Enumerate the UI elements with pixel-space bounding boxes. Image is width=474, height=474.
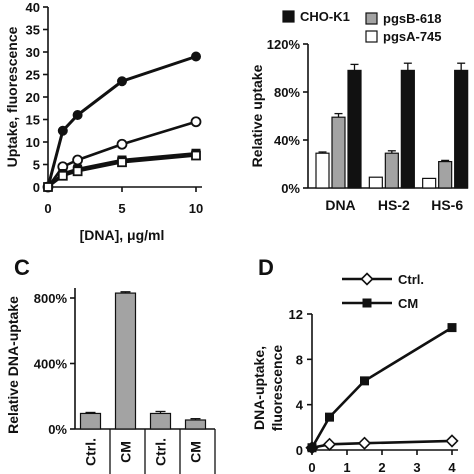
panel-d-legend-label: Ctrl. xyxy=(398,272,424,287)
panel-a-data-point xyxy=(191,150,201,161)
panel-a-y-tick-label: 10 xyxy=(26,135,40,150)
panel-d-x-tick-label: 1 xyxy=(343,460,350,474)
panel-b-category-label: HS-2 xyxy=(378,197,410,213)
panel-b-category-label: HS-6 xyxy=(431,197,463,213)
panel-a-series-line xyxy=(46,55,197,188)
panel-a-data-point xyxy=(191,51,201,62)
panel-c-y-axis-title: Relative DNA-uptake xyxy=(5,296,21,434)
panel-d-x-tick-label: 2 xyxy=(378,460,385,474)
panel-a-y-tick-label: 15 xyxy=(26,113,40,128)
panel-a-x-tick-label: 5 xyxy=(118,201,125,216)
panel-b-y-tick-label: 0% xyxy=(281,181,300,196)
panel-b-y-tick-label: 80% xyxy=(274,85,300,100)
panel-a-data-point xyxy=(57,170,68,181)
panel-a-y-tick-label: 25 xyxy=(26,68,40,83)
panel-c-category-label: Ctrl. xyxy=(153,438,169,466)
panel-b-legend-label: CHO-K1 xyxy=(300,9,350,24)
panel-a-data-point xyxy=(43,182,53,192)
panel-a-x-tick-label: 10 xyxy=(189,201,203,216)
panel-b-bar xyxy=(347,69,362,189)
panel-b-legend-swatch xyxy=(365,12,378,25)
panel-a-data-point xyxy=(72,110,83,120)
panel-d-legend-marker xyxy=(360,272,374,286)
panel-b-bar xyxy=(454,69,469,189)
panel-a-y-tick-label: 30 xyxy=(26,45,40,60)
panel-a-data-point xyxy=(116,138,128,150)
panel-b-y-tick-label: 120% xyxy=(267,37,301,52)
panel-d-data-point xyxy=(307,443,317,453)
panel-b-bar xyxy=(315,152,330,189)
panel-a-data-point xyxy=(117,76,127,87)
panel-c-category-label: CM xyxy=(188,441,204,463)
panel-d-y-tick-label: 4 xyxy=(296,398,304,413)
panel-d-y-tick-label: 0 xyxy=(296,443,303,458)
panel-a-data-point xyxy=(72,154,83,166)
panel-b-bar xyxy=(400,69,415,189)
panel-a-data-point xyxy=(72,166,83,177)
panel-b-legend-swatch xyxy=(282,10,295,23)
panel-c-category-label: CM xyxy=(118,441,134,463)
panel-b-legend-swatch xyxy=(365,30,378,43)
panel-a-y-tick-label: 40 xyxy=(26,0,40,15)
panel-d-y-tick-label: 12 xyxy=(289,307,303,322)
panel-d-data-point xyxy=(325,412,334,422)
panel-a-data-point xyxy=(57,125,68,136)
panel-b-legend-label: pgsB-618 xyxy=(383,11,442,26)
panel-a-x-tick-label: 0 xyxy=(44,201,51,216)
panel-d-data-point xyxy=(357,436,372,450)
panel-b-y-axis-title: Relative uptake xyxy=(249,64,265,167)
panel-d-data-point xyxy=(445,434,459,448)
panel-d-y-axis-title-line1: DNA-uptake, xyxy=(251,346,267,430)
panel-d-series-line xyxy=(310,326,453,449)
panel-c-letter: C xyxy=(14,255,30,280)
panel-c-y-tick-label: 800% xyxy=(34,291,68,306)
panel-d-legend-label: CM xyxy=(398,296,418,311)
panel-c-bar xyxy=(79,412,102,430)
panel-a-y-tick-label: 20 xyxy=(26,90,40,105)
panel-b-bar xyxy=(368,176,383,189)
panel-a-x-axis-title: [DNA], μg/ml xyxy=(80,227,165,243)
panel-a-y-tick-label: 35 xyxy=(26,23,40,38)
panel-c-y-tick-label: 400% xyxy=(34,357,68,372)
panel-d-x-tick-label: 4 xyxy=(448,460,456,474)
panel-b-legend-label: pgsA-745 xyxy=(383,29,442,44)
panel-d-data-point xyxy=(447,323,457,333)
panel-d-legend-marker xyxy=(362,298,372,308)
panel-d-data-point xyxy=(322,437,337,451)
panel-d-x-tick-label: 0 xyxy=(308,460,315,474)
panel-c-y-tick-label: 0% xyxy=(48,422,67,437)
panel-c-bar xyxy=(114,292,137,430)
panel-d-y-tick-label: 8 xyxy=(296,352,303,367)
panel-a-data-point xyxy=(190,116,202,128)
panel-b-bar xyxy=(331,116,346,189)
panel-c-bar xyxy=(184,419,207,430)
panel-d-data-point xyxy=(360,376,369,386)
panel-c-category-label: Ctrl. xyxy=(83,438,99,466)
panel-b-bar xyxy=(438,161,453,189)
panel-b-category-label: DNA xyxy=(325,197,355,213)
panel-b-bar xyxy=(422,177,437,189)
panel-a-y-tick-label: 5 xyxy=(33,158,40,173)
panel-b-y-tick-label: 40% xyxy=(274,133,300,148)
panel-d-letter: D xyxy=(258,255,274,280)
panel-c-bar xyxy=(149,412,172,430)
panel-a-y-axis-title: Uptake, fluorescence xyxy=(4,26,20,167)
panel-a-y-tick-label: 0 xyxy=(33,180,40,195)
panel-d-series-line xyxy=(311,439,453,450)
panel-a-data-point xyxy=(117,157,127,168)
panel-d-y-axis-title-line2: fluorescence xyxy=(269,345,285,432)
panel-d-x-tick-label: 3 xyxy=(413,460,420,474)
panel-b-bar xyxy=(384,152,399,189)
